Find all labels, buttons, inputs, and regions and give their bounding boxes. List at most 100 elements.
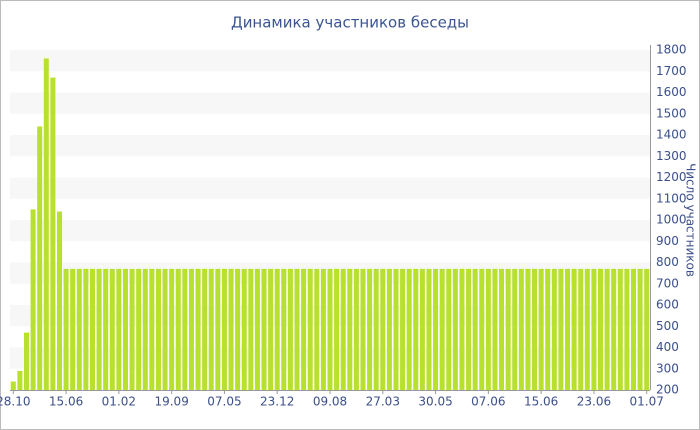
bar <box>248 268 254 390</box>
bar <box>215 268 221 390</box>
bar <box>644 268 650 390</box>
x-tick-label: 01.02 <box>102 395 136 409</box>
bar <box>23 332 30 390</box>
bar <box>347 268 353 390</box>
bar <box>175 268 181 390</box>
bar <box>604 268 610 390</box>
y-tick-label: 500 <box>656 319 679 333</box>
bar <box>578 268 584 390</box>
bar <box>617 268 623 390</box>
bar <box>518 268 524 390</box>
grid-band <box>10 92 650 114</box>
grid-band <box>10 50 650 72</box>
bar <box>459 268 465 390</box>
x-tick-label: 09.08 <box>313 395 347 409</box>
bar <box>43 58 49 390</box>
y-tick-label: 1300 <box>656 149 687 163</box>
bar <box>70 268 76 390</box>
bar <box>103 268 109 390</box>
bar <box>505 268 511 390</box>
bar <box>353 268 359 390</box>
grid-band <box>10 135 650 157</box>
bar <box>591 268 597 390</box>
bar <box>479 268 485 390</box>
bar <box>565 268 571 390</box>
bar <box>419 268 425 390</box>
bar <box>314 268 320 390</box>
bar <box>472 268 478 390</box>
bar <box>83 268 89 390</box>
bar <box>611 268 617 390</box>
x-tick-label: 30.05 <box>418 395 452 409</box>
bar <box>630 268 637 390</box>
bar <box>254 268 260 390</box>
x-tick-label: 07.05 <box>207 395 241 409</box>
bar <box>241 268 247 390</box>
bar <box>545 268 551 390</box>
y-tick-label: 1700 <box>656 64 687 78</box>
bar <box>235 268 241 390</box>
x-tick-label: 01.07 <box>630 395 664 409</box>
bar <box>532 268 538 390</box>
bar <box>56 211 62 390</box>
x-tick-label: 15.06 <box>524 395 558 409</box>
bar <box>584 268 590 390</box>
bar <box>380 268 386 390</box>
bar <box>452 268 458 390</box>
bar <box>188 268 194 390</box>
bar <box>406 268 412 390</box>
bar <box>492 268 498 390</box>
bar <box>307 268 313 390</box>
bar <box>10 381 16 390</box>
bar <box>558 268 564 390</box>
bar <box>261 268 267 390</box>
bar <box>499 268 505 390</box>
bar <box>320 268 326 390</box>
bar <box>116 268 122 390</box>
y-tick-label: 700 <box>656 276 679 290</box>
x-tick-label: 23.06 <box>577 395 611 409</box>
bar <box>149 268 155 390</box>
bar <box>228 268 234 390</box>
x-tick-label: 27.03 <box>366 395 400 409</box>
y-axis-label: Число участников <box>684 163 698 277</box>
bar <box>287 268 293 390</box>
bar <box>426 268 432 390</box>
bar <box>327 268 333 390</box>
grid-band <box>10 177 650 199</box>
y-tick-label: 200 <box>656 383 679 397</box>
bar <box>413 268 419 390</box>
bar <box>360 268 366 390</box>
bar <box>162 268 168 390</box>
bar <box>334 268 340 390</box>
bar <box>571 268 577 390</box>
bar <box>89 268 95 390</box>
grid-band <box>10 220 650 242</box>
bar <box>433 268 439 390</box>
bar <box>202 268 208 390</box>
bar <box>30 209 36 390</box>
bar <box>208 268 214 390</box>
bar <box>195 268 201 390</box>
x-tick-label: 07.06 <box>471 395 505 409</box>
bar <box>136 268 142 390</box>
bar <box>373 268 379 390</box>
y-tick-label: 600 <box>656 298 679 312</box>
bar <box>598 268 604 390</box>
bar <box>551 268 557 390</box>
bar <box>155 268 161 390</box>
bar <box>109 268 115 390</box>
bar <box>63 268 69 390</box>
bar <box>340 268 346 390</box>
bar <box>512 268 518 390</box>
bar <box>294 268 300 390</box>
chart-title: Динамика участников беседы <box>231 14 469 32</box>
y-tick-label: 900 <box>656 234 679 248</box>
y-tick-label: 1400 <box>656 128 687 142</box>
bar <box>182 268 188 390</box>
bar <box>367 268 373 390</box>
y-tick-label: 1600 <box>656 85 687 99</box>
bar <box>50 77 56 390</box>
y-tick-label: 1800 <box>656 43 687 57</box>
